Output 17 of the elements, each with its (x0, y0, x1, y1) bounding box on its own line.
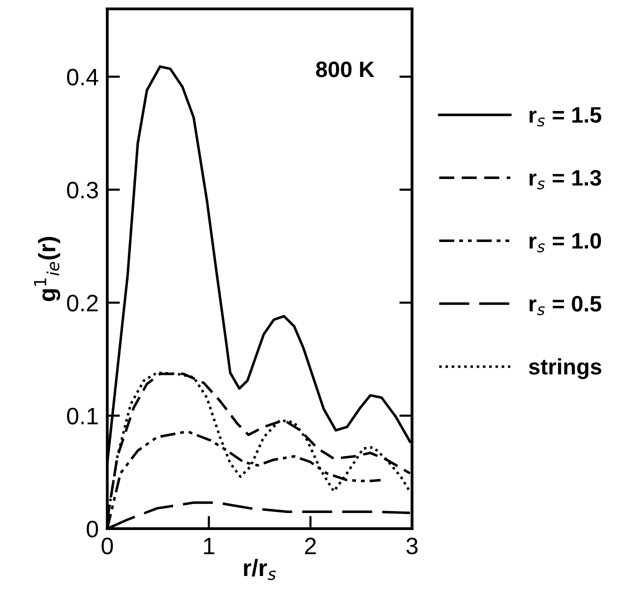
y-tick-label: 0.4 (67, 68, 98, 86)
x-tick-label: 0 (102, 538, 113, 554)
y-axis-title: g$^{1}$$_{ie}$(r) (34, 236, 60, 302)
legend-label: r$_{s}$ = 1.3 (530, 170, 602, 190)
legend-label: r$_{s}$ = 0.5 (530, 296, 602, 316)
y-tick-label: 0.3 (67, 182, 98, 198)
x-tick-label: 3 (406, 538, 418, 554)
x-axis-title: r/r$_{s}$ (244, 558, 276, 580)
x-tick-label: 1 (204, 538, 214, 554)
y-tick-label: 0.1 (67, 408, 98, 424)
annotation: 800 K (316, 62, 374, 78)
legend-label: r$_{s}$ = 1.5 (530, 107, 602, 126)
y-tick-label: 0 (86, 520, 98, 538)
legend-label: r$_{s}$ = 1.0 (530, 232, 601, 252)
x-tick-label: 2 (305, 538, 316, 554)
y-tick-label: 0.2 (67, 294, 98, 312)
legend-label: strings (528, 358, 602, 380)
